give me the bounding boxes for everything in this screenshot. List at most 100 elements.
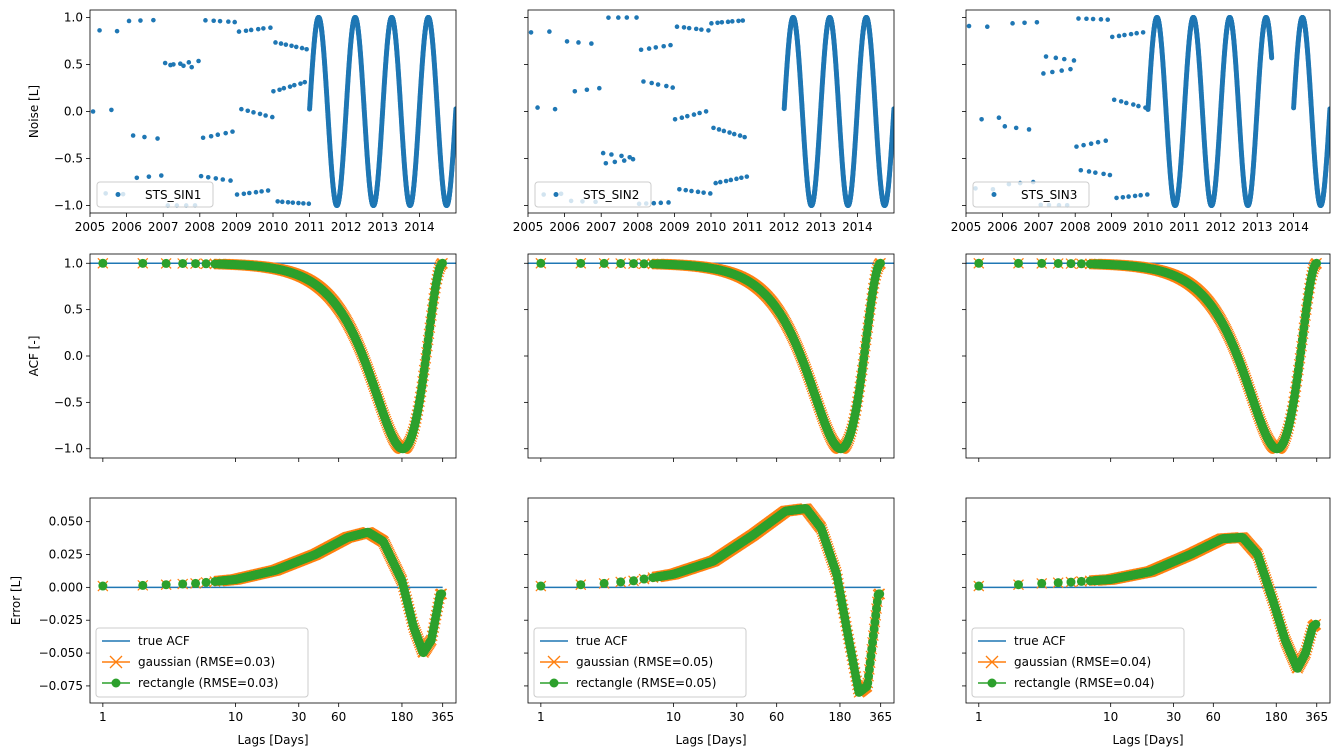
noise-point: [630, 156, 636, 162]
noise-point: [664, 83, 669, 89]
noise-point: [1111, 97, 1117, 103]
noise-point: [217, 18, 223, 24]
noise-point: [277, 87, 282, 93]
noise-point: [609, 152, 614, 157]
noise-point: [691, 112, 697, 117]
noise-point: [1010, 21, 1015, 26]
noise-point: [606, 15, 611, 20]
x-tick-label: 2008: [185, 220, 216, 234]
x-tick-label: 2009: [221, 220, 252, 234]
noise-point: [109, 107, 114, 113]
legend: STS_SIN2: [534, 181, 652, 208]
noise-point: [1059, 68, 1064, 73]
noise-point: [271, 88, 276, 94]
x-tick-label: 2006: [111, 220, 142, 234]
noise-point: [301, 201, 306, 206]
legend-marker: [553, 192, 559, 197]
noise-point: [966, 23, 972, 29]
noise-point: [248, 27, 254, 33]
noise-point: [228, 178, 233, 183]
noise-point: [1088, 141, 1094, 146]
noise-point: [984, 24, 990, 30]
noise-point: [230, 129, 235, 134]
noise-point: [215, 132, 221, 138]
x-tick-label: 2006: [987, 220, 1018, 234]
noise-point: [693, 26, 699, 32]
noise-point: [1122, 32, 1127, 38]
noise-point: [1081, 142, 1086, 148]
noise-point: [651, 200, 657, 206]
noise-point: [1114, 195, 1119, 201]
noise-point: [1269, 55, 1275, 61]
noise-point: [1128, 31, 1134, 37]
noise-point: [742, 134, 747, 140]
y-tick-label: 1.0: [64, 11, 83, 25]
noise-point: [1136, 103, 1141, 109]
noise-point: [699, 27, 704, 32]
noise-point: [1118, 99, 1124, 104]
noise-point: [290, 200, 296, 205]
x-tick-label: 2012: [331, 220, 362, 234]
legend-label: STS_SIN2: [583, 188, 639, 202]
x-tick-label: 2005: [513, 220, 544, 234]
noise-point: [90, 109, 96, 114]
noise-point: [1131, 102, 1136, 107]
noise-panel-2: 2005 2006 2007 2008 2009 2010 2011 2012 2013 2014…: [513, 9, 895, 234]
legend-marker: [115, 192, 121, 197]
noise-point: [723, 178, 729, 184]
noise-point: [674, 24, 680, 30]
acf-panel-1: 1.00.50.0−0.5−1.0: [54, 253, 457, 462]
noise-point: [289, 43, 294, 49]
noise-point: [186, 60, 192, 65]
noise-point: [198, 173, 204, 179]
noise-point: [226, 19, 231, 24]
noise-point: [1116, 33, 1122, 39]
noise-point: [1076, 16, 1081, 21]
noise-point: [597, 85, 602, 91]
noise-point: [619, 153, 624, 159]
noise-point: [247, 190, 252, 196]
noise-point: [697, 110, 702, 116]
noise-series: [528, 15, 894, 208]
x-tick-label: 2009: [659, 220, 690, 234]
noise-point: [292, 82, 297, 88]
noise-point: [278, 41, 284, 46]
noise-point: [740, 18, 746, 23]
noise-point: [715, 20, 720, 26]
noise-point: [243, 28, 249, 34]
noise-point: [646, 46, 652, 51]
legend-label: STS_SIN3: [1021, 188, 1077, 202]
x-tick-label: 2013: [1242, 220, 1273, 234]
noise-point: [1084, 16, 1089, 22]
noise-point: [670, 85, 676, 90]
noise-point: [737, 133, 743, 138]
noise-point: [1086, 169, 1092, 174]
noise-point: [689, 188, 694, 194]
noise-point: [1107, 172, 1113, 178]
x-tick-label: 2014: [404, 220, 435, 234]
x-tick-label: 2010: [696, 220, 727, 234]
noise-point: [196, 58, 201, 64]
x-tick-label: 2014: [1278, 220, 1309, 234]
noise-point: [251, 110, 256, 115]
noise-point: [208, 133, 214, 139]
noise-point: [621, 158, 627, 163]
x-tick-label: 2011: [294, 220, 325, 234]
noise-point: [296, 200, 301, 206]
noise-point: [298, 81, 303, 86]
noise-point: [584, 87, 590, 93]
noise-point: [653, 45, 659, 50]
noise-point: [211, 18, 216, 24]
noise-panel-3: 2005 2006 2007 2008 2009 2010 2011 2012 2013 2014…: [951, 9, 1331, 234]
x-tick-label: 2013: [368, 220, 399, 234]
noise-point: [1134, 30, 1139, 36]
noise-point: [725, 19, 731, 25]
noise-point: [1109, 34, 1115, 40]
noise-point: [701, 190, 706, 195]
y-tick-label: −0.5: [54, 151, 83, 165]
legend: STS_SIN3: [972, 181, 1090, 208]
noise-point: [641, 79, 646, 84]
y-tick-label: −1.0: [54, 198, 83, 212]
noise-point: [281, 85, 287, 91]
noise-point: [634, 15, 639, 20]
